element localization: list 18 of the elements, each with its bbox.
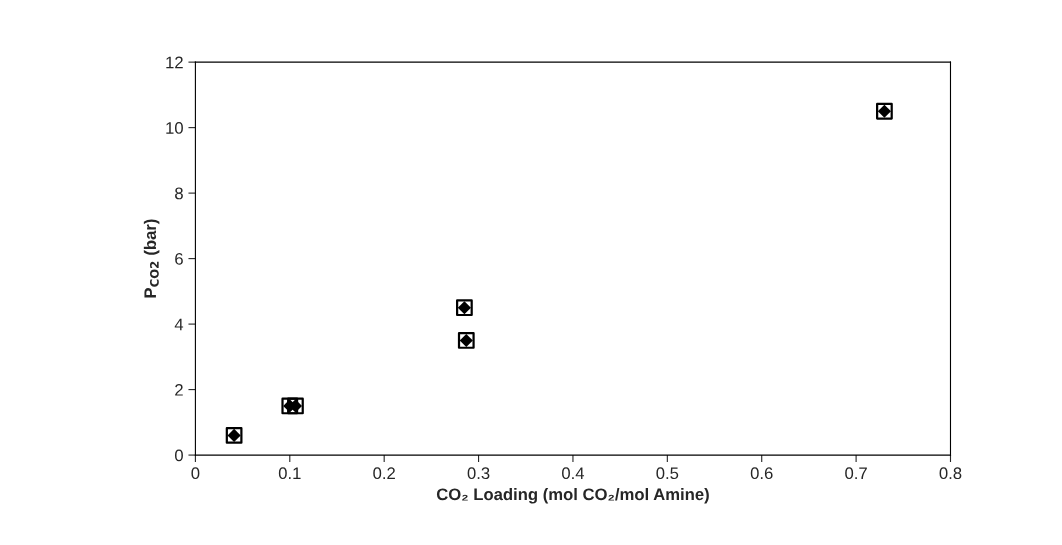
y-tick-label: 8 xyxy=(175,187,183,200)
y-tick-label: 10 xyxy=(166,122,183,134)
y-tick-label: 0 xyxy=(174,449,183,462)
y-axis-title: P$_{CO2}$ (bar) xyxy=(143,219,160,298)
x-tick-label: 0.4 xyxy=(562,467,585,480)
x-tick-label: 0 xyxy=(191,467,200,480)
y-tick-label: 12 xyxy=(166,56,183,69)
x-tick-label: 0.8 xyxy=(939,467,962,480)
x-tick-label: 0.5 xyxy=(656,467,679,480)
x-tick-label: 0.2 xyxy=(373,467,395,480)
y-tick-label: 6 xyxy=(175,253,183,265)
x-tick-label: 0.6 xyxy=(750,467,773,480)
x-tick-label: 0.7 xyxy=(845,467,867,480)
y-tick-label: 2 xyxy=(175,383,183,396)
x-tick-label: 0.3 xyxy=(467,467,490,480)
x-axis-title: CO₂ Loading (mol CO₂/mol Amine) xyxy=(436,487,709,504)
x-tick-label: 0.1 xyxy=(278,467,301,480)
y-tick-label: 4 xyxy=(174,318,184,331)
